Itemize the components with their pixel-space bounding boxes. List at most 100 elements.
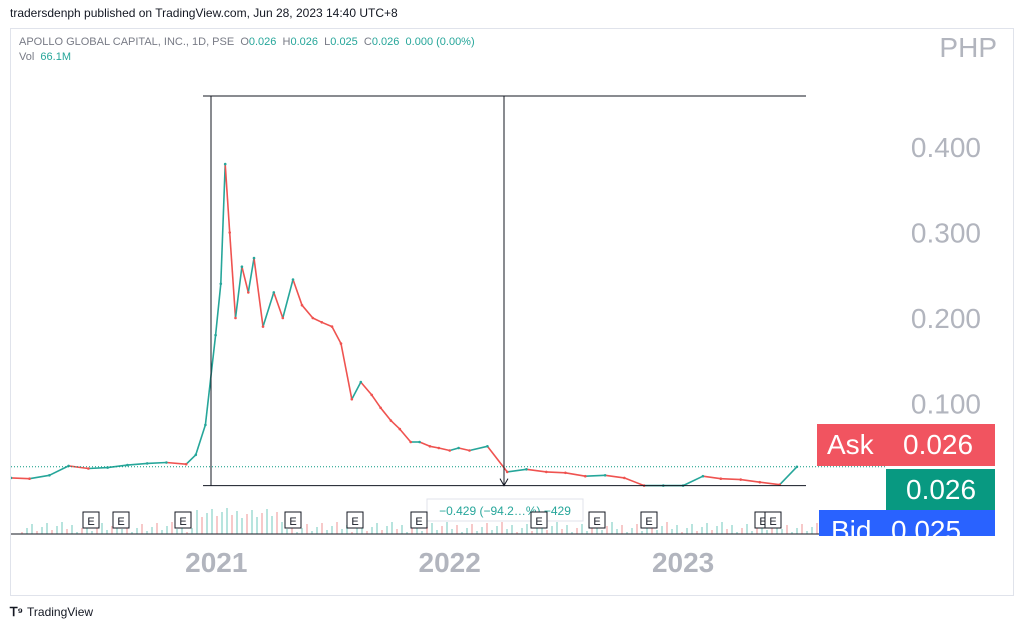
earnings-marker-label: E: [289, 516, 296, 528]
price-point: [468, 449, 471, 452]
volume-bar: [56, 526, 58, 534]
earnings-marker[interactable]: E: [530, 511, 548, 529]
volume-bar: [316, 527, 318, 534]
legend-o-label: O: [240, 36, 249, 48]
price-point: [228, 231, 231, 234]
volume-bar: [766, 530, 768, 534]
axis-cover: [995, 409, 1013, 539]
earnings-marker-box: [588, 511, 606, 529]
price-point: [545, 470, 548, 474]
volume-bar: [656, 530, 658, 534]
price-segment: [166, 461, 187, 465]
earnings-marker-label: E: [87, 516, 94, 528]
volume-bar: [221, 512, 223, 534]
tradingview-footer[interactable]: ꓔ⁹ TradingView: [10, 605, 93, 619]
earnings-marker-box: [764, 511, 782, 529]
legend-high: 0.026: [290, 36, 319, 48]
volume-bar: [491, 530, 493, 534]
volume-bar: [71, 525, 73, 534]
volume-bar: [486, 523, 488, 534]
tradingview-logo-icon: ꓔ⁹: [10, 605, 24, 619]
volume-bar: [181, 525, 183, 534]
volume-bar: [196, 510, 198, 534]
earnings-marker[interactable]: E: [284, 511, 302, 529]
price-chart[interactable]: −0.429 (−94.2…%) −429 PHP 0.400 0.300 0.200…: [11, 29, 1014, 596]
y-tick-label: 0.100: [911, 389, 981, 420]
volume-bar: [121, 529, 123, 534]
price-point: [339, 342, 343, 345]
volume-bar: [546, 530, 548, 534]
volume-bar: [366, 531, 368, 534]
earnings-marker[interactable]: E: [82, 511, 100, 529]
earnings-marker-label: E: [645, 516, 652, 528]
price-point: [701, 474, 705, 478]
earnings-marker[interactable]: E: [346, 511, 364, 529]
volume-bar: [781, 529, 783, 534]
volume-bar: [796, 528, 798, 534]
volume-bar: [231, 515, 233, 534]
earnings-marker-box: [640, 511, 658, 529]
price-segment: [702, 475, 721, 480]
price-point: [623, 476, 626, 480]
volume-bar: [576, 528, 578, 534]
earnings-marker-box: [112, 511, 130, 529]
axes: PHP 0.400 0.300 0.200 0.100 2021 2022 2023: [11, 32, 1013, 578]
earnings-marker[interactable]: E: [174, 511, 192, 529]
volume-bar: [26, 528, 28, 534]
earnings-marker[interactable]: E: [410, 511, 428, 529]
volume-bar: [96, 527, 98, 534]
volume-bar: [186, 532, 188, 534]
volume-bar: [476, 531, 478, 534]
price-segment: [29, 474, 50, 480]
price-point: [350, 397, 354, 401]
volume-bar: [351, 532, 353, 534]
volume-bar: [61, 522, 63, 534]
y-tick-label: 0.300: [911, 218, 981, 249]
volume-bar: [256, 517, 258, 534]
price-point: [739, 478, 742, 481]
price-segment: [292, 279, 303, 306]
chart-frame[interactable]: −0.429 (−94.2…%) −429 PHP 0.400 0.300 0.200…: [10, 28, 1014, 596]
volume-bar: [701, 527, 703, 534]
price-series: [11, 162, 886, 487]
price-point: [437, 446, 441, 450]
earnings-marker-label: E: [179, 516, 186, 528]
price-point: [457, 446, 460, 450]
earnings-marker-label: E: [351, 516, 358, 528]
volume-bar: [386, 526, 388, 534]
price-point: [448, 449, 452, 452]
volume-bar: [276, 512, 278, 534]
volume-bar: [521, 528, 523, 534]
volume-bar: [81, 528, 83, 534]
volume-bar: [646, 527, 648, 534]
price-segment: [312, 317, 323, 324]
price-point: [486, 445, 489, 448]
price-segment: [458, 447, 470, 452]
volume-bar: [461, 532, 463, 534]
price-point: [204, 423, 207, 427]
earnings-marker[interactable]: E: [640, 511, 658, 529]
volume-bar: [21, 532, 23, 534]
volume-bar: [216, 516, 218, 534]
earnings-marker[interactable]: E: [764, 511, 782, 529]
price-point: [409, 440, 413, 444]
price-point: [48, 474, 51, 477]
earnings-marker[interactable]: E: [112, 511, 130, 529]
price-segment: [331, 326, 342, 344]
earnings-marker-label: E: [769, 516, 776, 528]
legend-vol-value: 66.1M: [40, 51, 71, 63]
volume-bar: [741, 528, 743, 534]
price-segment: [546, 471, 566, 474]
price-point: [330, 325, 334, 328]
earnings-marker[interactable]: E: [588, 511, 606, 529]
price-point: [389, 419, 393, 422]
price-point: [719, 477, 723, 481]
volume-bar: [111, 526, 113, 534]
price-segment: [604, 474, 625, 479]
price-segment: [759, 481, 780, 486]
price-point: [418, 440, 421, 444]
price-point: [281, 316, 285, 320]
volume-bar: [626, 532, 628, 534]
price-point: [320, 321, 324, 324]
volume-bar: [301, 528, 303, 534]
